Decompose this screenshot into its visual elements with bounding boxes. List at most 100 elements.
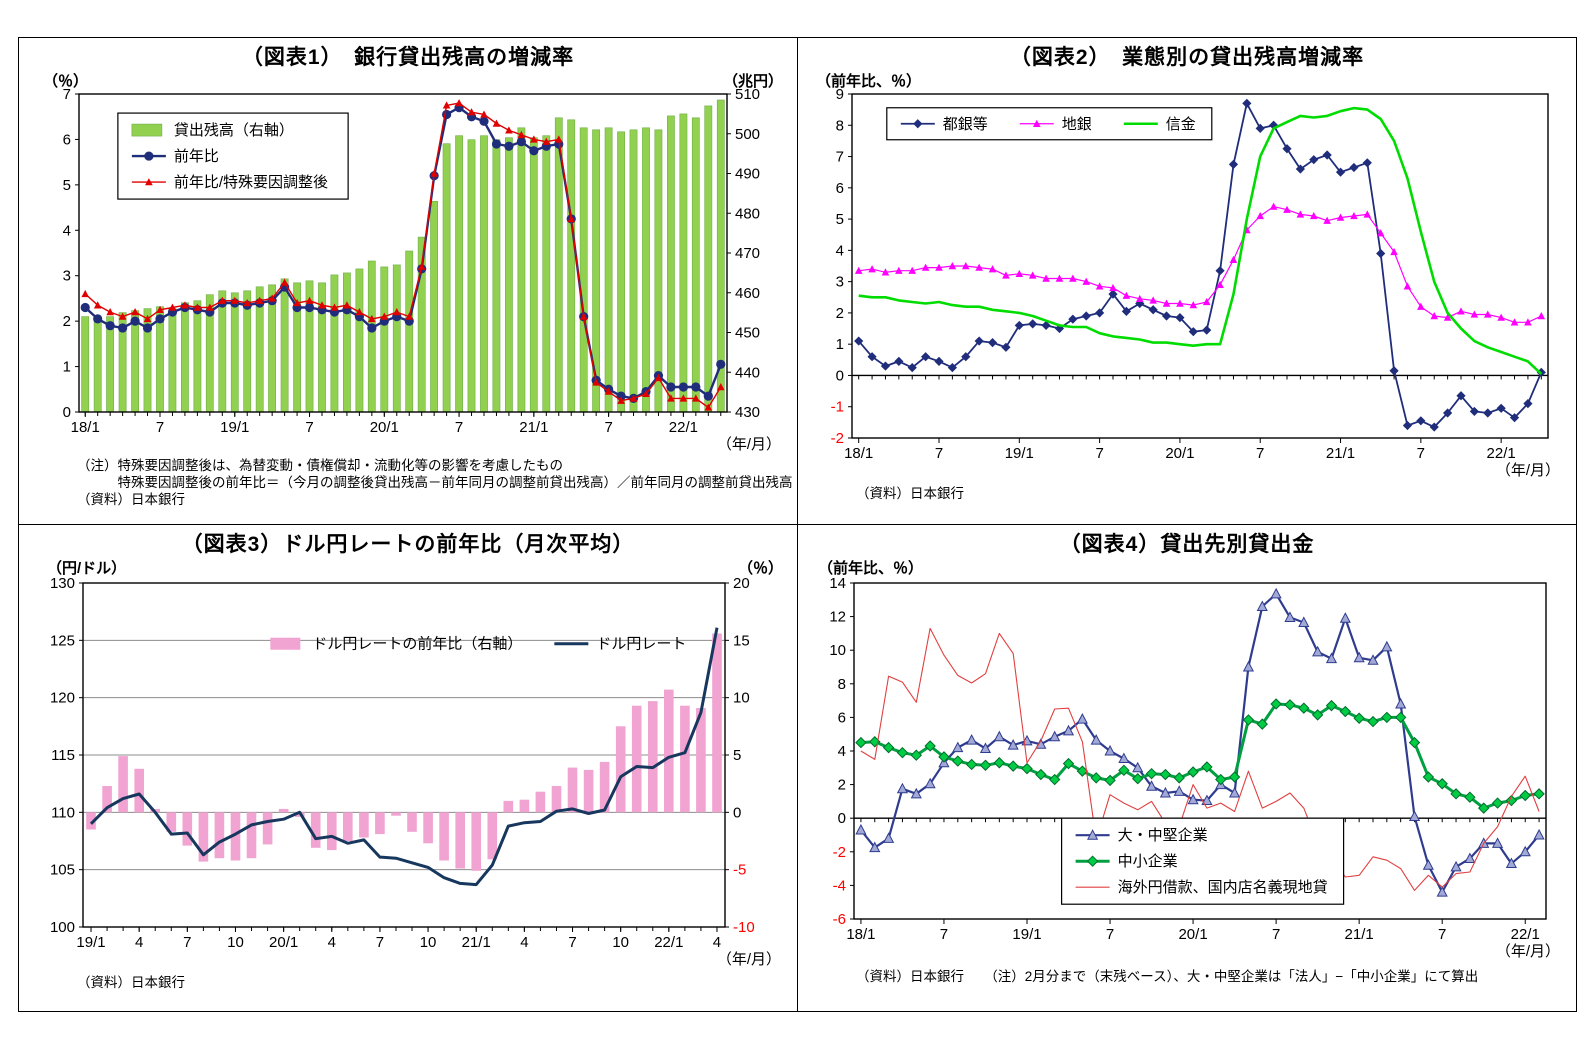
svg-text:500: 500 bbox=[735, 126, 760, 143]
svg-text:7: 7 bbox=[1256, 445, 1264, 462]
svg-text:20/1: 20/1 bbox=[370, 419, 399, 436]
chart1-note-line: （注）特殊要因調整後は、為替変動・債権償却・流動化等の影響を考慮したもの bbox=[77, 458, 563, 473]
svg-text:3: 3 bbox=[63, 268, 71, 285]
svg-text:0: 0 bbox=[63, 404, 71, 421]
svg-text:21/1: 21/1 bbox=[519, 419, 548, 436]
svg-text:（円/ドル）: （円/ドル） bbox=[47, 559, 126, 577]
svg-text:7: 7 bbox=[156, 419, 164, 436]
svg-text:22/1: 22/1 bbox=[654, 934, 683, 951]
svg-text:110: 110 bbox=[51, 804, 75, 821]
svg-text:-10: -10 bbox=[733, 919, 755, 936]
svg-text:10: 10 bbox=[420, 934, 437, 951]
svg-text:430: 430 bbox=[735, 404, 760, 421]
svg-text:地銀: 地銀 bbox=[1062, 116, 1092, 133]
svg-text:12: 12 bbox=[829, 609, 846, 626]
svg-text:14: 14 bbox=[829, 575, 846, 592]
svg-text:7: 7 bbox=[305, 419, 313, 436]
svg-text:8: 8 bbox=[838, 676, 846, 693]
svg-text:（兆円）: （兆円） bbox=[723, 72, 783, 90]
chart2-panel: （図表2） 業態別の貸出残高増減率 -2 -1 0 1 2 3 4 5 6 7 8 9 18/1 7 19/… bbox=[797, 37, 1577, 525]
chart3-plot: 100 105 110 115 120 125 130 -10 -5 0 5 10 15 20 19/1 4 7… bbox=[47, 559, 783, 968]
svg-text:6: 6 bbox=[63, 131, 71, 148]
svg-text:-2: -2 bbox=[833, 844, 846, 861]
svg-text:1: 1 bbox=[63, 359, 71, 376]
svg-text:20: 20 bbox=[733, 575, 750, 592]
svg-text:6: 6 bbox=[838, 709, 846, 726]
svg-text:21/1: 21/1 bbox=[1326, 445, 1355, 462]
svg-text:105: 105 bbox=[50, 862, 75, 879]
svg-text:7: 7 bbox=[1106, 926, 1114, 943]
chart3-source: （資料）日本銀行 bbox=[77, 975, 185, 990]
svg-text:6: 6 bbox=[836, 180, 844, 197]
svg-text:440: 440 bbox=[735, 364, 760, 381]
svg-text:7: 7 bbox=[1417, 445, 1425, 462]
svg-text:7: 7 bbox=[455, 419, 463, 436]
chart3-notes: （資料）日本銀行 bbox=[31, 974, 785, 991]
svg-text:7: 7 bbox=[376, 934, 384, 951]
svg-text:0: 0 bbox=[836, 367, 844, 384]
chart2-title: （図表2） 業態別の貸出残高増減率 bbox=[1009, 46, 1365, 69]
svg-text:-2: -2 bbox=[831, 430, 844, 447]
svg-text:3: 3 bbox=[836, 274, 844, 291]
svg-text:7: 7 bbox=[1438, 926, 1446, 943]
chart1-plot: 0 1 2 3 4 5 6 7 430 440 450 460 470 480 490 500 510 18/1 7… bbox=[43, 72, 783, 453]
svg-text:ドル円レート: ドル円レート bbox=[596, 636, 686, 653]
svg-text:-4: -4 bbox=[833, 877, 846, 894]
chart1-panel: （図表1） 銀行貸出残高の増減率 0 1 2 3 4 5 6 7 430 440 450 460 470… bbox=[18, 37, 798, 525]
svg-text:4: 4 bbox=[135, 934, 143, 951]
svg-text:21/1: 21/1 bbox=[1345, 926, 1374, 943]
chart3-title: （図表3）ドル円レートの前年比（月次平均） bbox=[181, 533, 635, 556]
svg-text:7: 7 bbox=[940, 926, 948, 943]
svg-text:0: 0 bbox=[733, 804, 741, 821]
svg-text:125: 125 bbox=[50, 632, 75, 649]
svg-text:19/1: 19/1 bbox=[220, 419, 249, 436]
svg-text:（％）: （％） bbox=[43, 72, 88, 90]
svg-text:120: 120 bbox=[50, 690, 75, 707]
svg-text:ドル円レートの前年比（右軸）: ドル円レートの前年比（右軸） bbox=[312, 636, 522, 653]
chart4-title: （図表4）貸出先別貸出金 bbox=[1059, 533, 1315, 556]
chart1-title: （図表1） 銀行貸出残高の増減率 bbox=[241, 46, 575, 69]
svg-text:-5: -5 bbox=[733, 862, 746, 879]
chart2-source: （資料）日本銀行 bbox=[856, 486, 964, 501]
svg-text:都銀等: 都銀等 bbox=[943, 115, 988, 133]
chart1-note-line: 特殊要因調整後の前年比＝（今月の調整後貸出残高－前年同月の調整前貸出残高）／前年… bbox=[77, 475, 793, 490]
svg-text:中小企業: 中小企業 bbox=[1118, 852, 1178, 870]
chart1-source: （資料）日本銀行 bbox=[77, 492, 185, 507]
svg-text:8: 8 bbox=[836, 117, 844, 134]
svg-text:100: 100 bbox=[50, 919, 75, 936]
chart4-plot: -6 -4 -2 0 2 4 6 8 10 12 14 18/1 7 19/1 7 20/1 7 21/1 7 22/… bbox=[818, 559, 1560, 960]
svg-text:15: 15 bbox=[733, 632, 750, 649]
svg-text:（年/月）: （年/月） bbox=[717, 951, 781, 968]
svg-text:（前年比、％）: （前年比、％） bbox=[816, 72, 921, 90]
svg-text:前年比: 前年比 bbox=[174, 148, 219, 165]
svg-text:2: 2 bbox=[836, 305, 844, 322]
svg-text:22/1: 22/1 bbox=[1511, 926, 1540, 943]
svg-text:7: 7 bbox=[183, 934, 191, 951]
svg-text:（％）: （％） bbox=[738, 559, 783, 577]
svg-text:7: 7 bbox=[1272, 926, 1280, 943]
svg-text:7: 7 bbox=[935, 445, 943, 462]
svg-text:20/1: 20/1 bbox=[1165, 445, 1194, 462]
svg-text:2: 2 bbox=[838, 777, 846, 794]
svg-text:19/1: 19/1 bbox=[1005, 445, 1034, 462]
svg-text:信金: 信金 bbox=[1166, 116, 1196, 133]
svg-text:115: 115 bbox=[51, 747, 75, 764]
svg-text:（年/月）: （年/月） bbox=[1496, 943, 1560, 960]
svg-text:18/1: 18/1 bbox=[844, 445, 873, 462]
svg-text:470: 470 bbox=[735, 245, 760, 262]
chart2-notes: （資料）日本銀行 bbox=[810, 485, 1564, 502]
svg-text:4: 4 bbox=[838, 743, 846, 760]
figure-grid: （図表1） 銀行貸出残高の増減率 0 1 2 3 4 5 6 7 430 440 450 460 470… bbox=[18, 37, 1596, 1012]
chart2-plot: -2 -1 0 1 2 3 4 5 6 7 8 9 18/1 7 19/1 7 20/1 7 21/1 7 22/1 （前… bbox=[816, 72, 1560, 479]
svg-text:10: 10 bbox=[829, 642, 846, 659]
svg-text:490: 490 bbox=[735, 166, 760, 183]
figure-sheet: （図表1） 銀行貸出残高の増減率 0 1 2 3 4 5 6 7 430 440 450 460 470… bbox=[18, 37, 1596, 1012]
svg-text:480: 480 bbox=[735, 205, 760, 222]
svg-text:5: 5 bbox=[63, 177, 71, 194]
svg-text:18/1: 18/1 bbox=[846, 926, 875, 943]
svg-text:（前年比、％）: （前年比、％） bbox=[818, 559, 923, 577]
svg-text:19/1: 19/1 bbox=[76, 934, 105, 951]
svg-text:4: 4 bbox=[713, 934, 721, 951]
svg-text:130: 130 bbox=[50, 575, 75, 592]
svg-text:7: 7 bbox=[836, 149, 844, 166]
